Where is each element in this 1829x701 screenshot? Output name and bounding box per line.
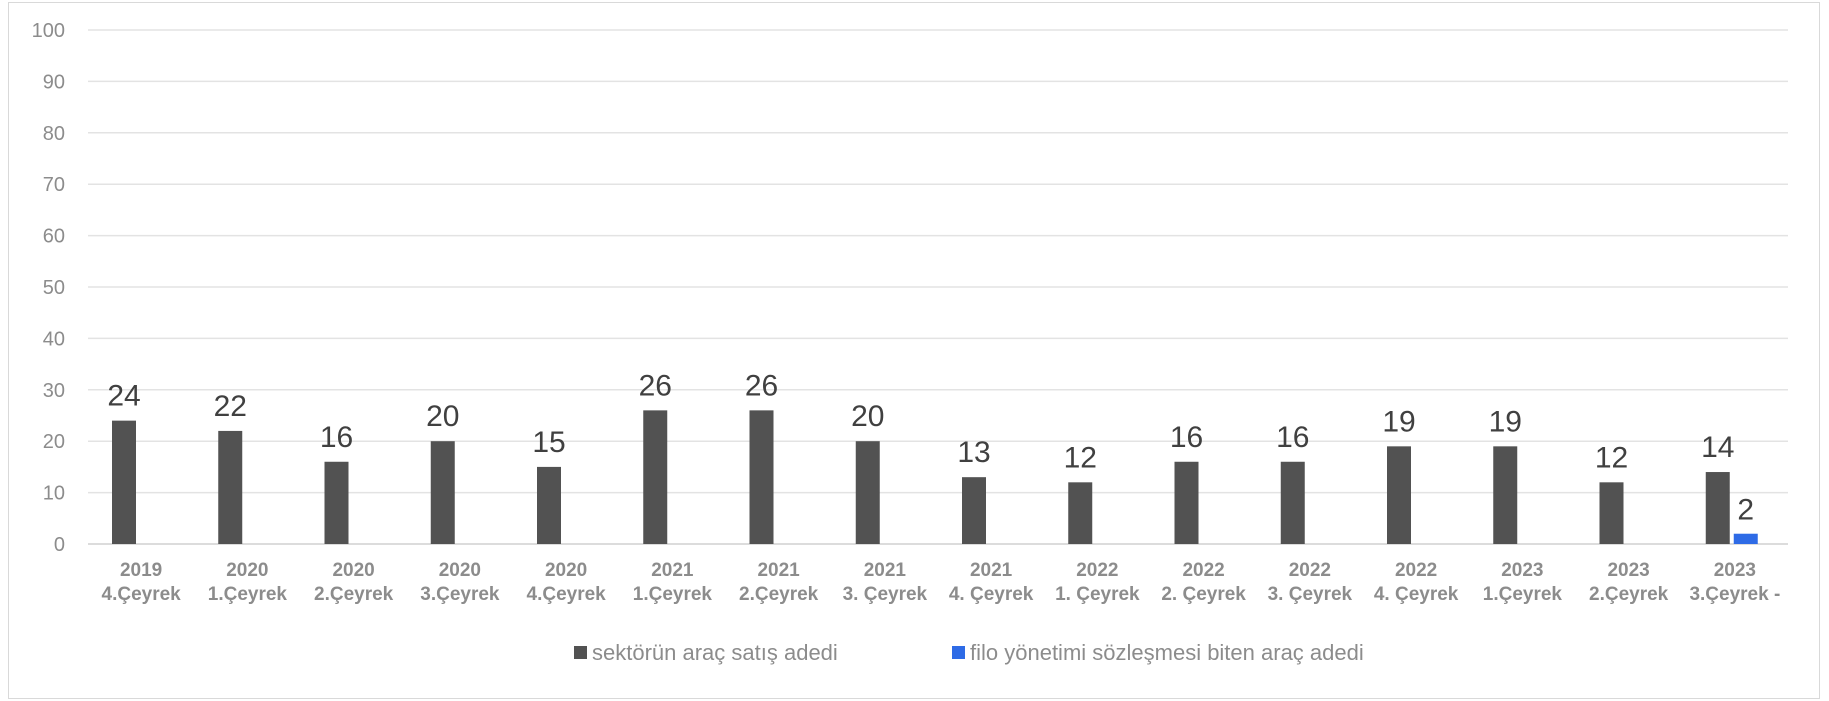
x-tick-label: 2022 <box>1182 560 1224 581</box>
data-label: 12 <box>1064 441 1097 474</box>
data-label: 2 <box>1737 494 1754 527</box>
y-tick-label: 20 <box>43 431 65 453</box>
x-tick-label: 2.Çeyrek <box>739 584 819 605</box>
legend-label: sektörün araç satış adedi <box>592 640 838 665</box>
x-tick-label: 2023 <box>1714 560 1756 581</box>
y-tick-label: 90 <box>43 71 65 93</box>
bars <box>112 410 1758 544</box>
bar <box>324 461 349 544</box>
bar <box>1493 446 1518 544</box>
data-label: 22 <box>214 390 247 423</box>
y-tick-label: 80 <box>43 123 65 145</box>
data-label: 13 <box>957 436 990 469</box>
bar <box>855 441 880 544</box>
bar <box>218 430 243 544</box>
x-tick-label: 2021 <box>970 560 1013 581</box>
x-tick-label: 2022 <box>1395 560 1437 581</box>
data-label: 16 <box>1170 421 1203 454</box>
y-tick-label: 0 <box>54 534 65 556</box>
bar <box>1599 482 1624 544</box>
data-label: 14 <box>1701 431 1734 464</box>
x-tick-label: 2020 <box>439 560 481 581</box>
x-tick-label: 3.Çeyrek <box>420 584 500 605</box>
data-label: 20 <box>426 400 459 433</box>
bar <box>1280 461 1305 544</box>
data-label: 19 <box>1489 405 1522 438</box>
y-tick-label: 10 <box>43 483 65 505</box>
x-tick-label: 4.Çeyrek <box>527 584 607 605</box>
x-tick-label: 4.Çeyrek <box>102 584 182 605</box>
data-label: 20 <box>851 400 884 433</box>
data-labels: 24 22 16 20 15 26 26 20 13 12 16 16 19 19 12 142 <box>107 369 1754 526</box>
x-tick-label: 2023 <box>1501 560 1543 581</box>
bar <box>1705 472 1730 544</box>
chart-frame <box>8 2 1820 699</box>
y-tick-label: 60 <box>43 226 65 248</box>
bar <box>643 410 668 544</box>
x-tick-label: 1.Çeyrek <box>633 584 713 605</box>
x-tick-label: 3. Çeyrek <box>1268 584 1353 605</box>
bar <box>962 477 986 544</box>
data-label: 15 <box>532 426 565 459</box>
x-tick-label: 2. Çeyrek <box>1161 584 1246 605</box>
x-tick-label: 1.Çeyrek <box>1483 584 1563 605</box>
bar <box>1387 446 1411 544</box>
bar <box>112 420 136 544</box>
x-tick-label: 2021 <box>864 560 907 581</box>
data-label: 26 <box>745 369 778 402</box>
bar <box>1068 482 1093 544</box>
bar <box>749 410 774 544</box>
bar <box>1174 461 1199 544</box>
x-tick-label: 3.Çeyrek - <box>1689 584 1780 605</box>
y-tick-label: 100 <box>32 20 65 42</box>
y-tick-label: 40 <box>43 328 65 350</box>
data-label: 16 <box>1276 421 1309 454</box>
x-tick-label: 2021 <box>757 560 800 581</box>
x-tick-label: 2020 <box>226 560 268 581</box>
x-tick-label: 2.Çeyrek <box>314 584 394 605</box>
y-axis-ticks: 0 10 20 30 40 50 60 70 80 90 100 <box>32 20 65 556</box>
bar <box>537 466 561 544</box>
y-tick-label: 50 <box>43 277 65 299</box>
data-label: 19 <box>1382 405 1415 438</box>
bar <box>430 441 455 544</box>
x-tick-label: 3. Çeyrek <box>843 584 928 605</box>
y-tick-label: 70 <box>43 174 65 196</box>
data-label: 12 <box>1595 441 1628 474</box>
x-tick-label: 1.Çeyrek <box>208 584 288 605</box>
y-tick-label: 30 <box>43 380 65 402</box>
x-tick-label: 2022 <box>1076 560 1118 581</box>
bar <box>1733 533 1758 544</box>
x-tick-label: 2.Çeyrek <box>1589 584 1669 605</box>
legend-swatch <box>952 646 965 659</box>
x-axis-ticks: 2019 4.Çeyrek 2020 1.Çeyrek 2020 2.Çeyrek 2020… <box>102 560 1781 605</box>
x-tick-label: 2021 <box>651 560 694 581</box>
legend-swatch <box>574 646 587 659</box>
x-tick-label: 2022 <box>1289 560 1331 581</box>
x-tick-label: 2023 <box>1607 560 1649 581</box>
data-label: 26 <box>639 369 672 402</box>
x-tick-label: 4. Çeyrek <box>949 584 1034 605</box>
data-label: 24 <box>107 380 140 413</box>
x-tick-label: 4. Çeyrek <box>1374 584 1459 605</box>
legend-label: filo yönetimi sözleşmesi biten araç aded… <box>970 640 1364 665</box>
x-tick-label: 1. Çeyrek <box>1055 584 1140 605</box>
x-tick-label: 2020 <box>332 560 374 581</box>
x-tick-label: 2020 <box>545 560 587 581</box>
data-label: 16 <box>320 421 353 454</box>
x-tick-label: 2019 <box>120 560 162 581</box>
legend: sektörün araç satış adedi filo yönetimi s… <box>574 640 1364 665</box>
